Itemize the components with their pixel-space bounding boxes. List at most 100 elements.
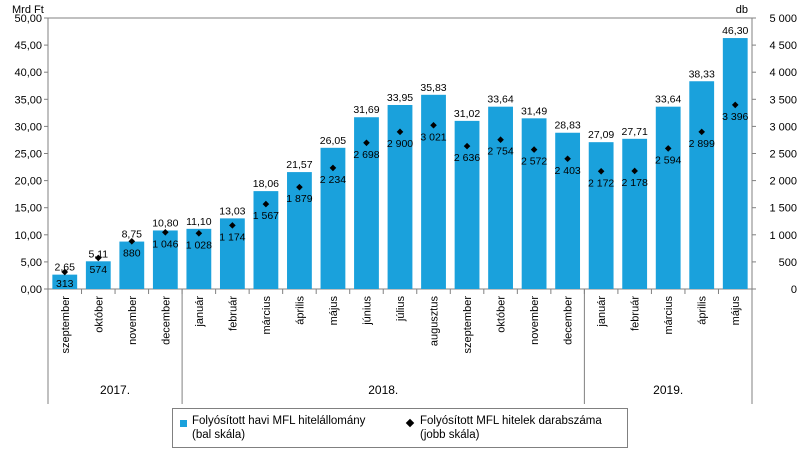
category-label: szeptember <box>60 296 72 354</box>
category-label: július <box>395 296 407 323</box>
count-marker <box>396 128 404 136</box>
bar-value-label: 33,95 <box>387 92 413 104</box>
count-value-label: 2 403 <box>554 165 580 177</box>
bar <box>52 274 78 289</box>
right-tick-label: 4 000 <box>769 67 797 79</box>
bar <box>85 261 111 289</box>
bar-value-label: 33,64 <box>655 94 681 106</box>
bar <box>119 241 145 289</box>
bar-value-label: 35,83 <box>420 82 446 94</box>
category-label: december <box>563 296 575 345</box>
count-marker <box>530 146 538 153</box>
bar-value-label: 31,69 <box>353 104 379 116</box>
count-marker <box>698 128 706 136</box>
year-label: 2018. <box>368 383 398 397</box>
count-marker <box>229 222 236 229</box>
count-marker <box>128 238 136 245</box>
category-label: augusztus <box>429 296 441 347</box>
count-value-label: 2 594 <box>655 154 681 166</box>
right-tick-label: 2 000 <box>769 176 797 188</box>
bar-value-label: 2,65 <box>55 262 76 274</box>
count-value-label: 1 046 <box>152 238 178 250</box>
count-marker <box>430 121 437 129</box>
left-tick-label: 10,00 <box>14 230 42 242</box>
right-tick-label: 1 500 <box>769 203 797 215</box>
category-label: október <box>93 296 105 333</box>
left-tick-label: 15,00 <box>14 203 42 215</box>
count-marker <box>497 136 504 144</box>
bar-value-label: 10,80 <box>152 217 178 229</box>
legend-label-bar-line2: (bal skála) <box>192 429 246 441</box>
count-value-label: 1 028 <box>186 239 212 251</box>
count-value-label: 2 636 <box>454 152 480 164</box>
left-tick-label: 30,00 <box>14 121 42 133</box>
category-label: január <box>194 296 206 328</box>
bar-value-label: 27,09 <box>588 129 614 141</box>
legend: Folyósított havi MFL hitelállomány (bal … <box>172 408 628 448</box>
category-label: május <box>730 296 742 326</box>
bar-value-label: 27,71 <box>622 126 648 138</box>
right-tick-label: 2 500 <box>769 149 797 161</box>
count-marker <box>262 200 270 208</box>
right-tick-label: 3 500 <box>769 94 797 106</box>
count-marker <box>731 101 739 109</box>
count-value-label: 2 900 <box>387 138 413 150</box>
bar <box>655 106 681 289</box>
bar-value-label: 13,03 <box>219 205 245 217</box>
count-value-label: 3 396 <box>722 111 748 123</box>
legend-item-bar: Folyósított havi MFL hitelállomány (bal … <box>192 414 365 442</box>
count-value-label: 2 172 <box>588 177 614 189</box>
left-axis-unit: Mrd Ft <box>12 4 44 16</box>
right-tick-label: 3 000 <box>769 121 797 133</box>
count-marker <box>195 229 203 237</box>
category-label: november <box>529 296 541 345</box>
year-label: 2017. <box>100 383 130 397</box>
left-tick-label: 25,00 <box>14 149 42 161</box>
category-label: május <box>328 296 340 326</box>
category-label: február <box>227 296 239 331</box>
left-tick-label: 0,00 <box>21 284 42 296</box>
count-marker <box>564 155 571 163</box>
count-marker <box>162 229 169 236</box>
left-tick-label: 50,00 <box>14 13 42 25</box>
bar <box>622 138 648 289</box>
bar <box>588 142 614 289</box>
year-label: 2019. <box>653 383 683 397</box>
count-value-label: 3 021 <box>420 131 446 143</box>
legend-label-bar-line1: Folyósított havi MFL hitelállomány <box>192 415 366 427</box>
right-tick-label: 0 <box>791 284 797 296</box>
count-marker <box>94 254 102 262</box>
bar-value-label: 28,83 <box>554 120 580 132</box>
right-tick-label: 4 500 <box>769 40 797 52</box>
bar-value-label: 18,06 <box>253 178 279 190</box>
left-tick-label: 20,00 <box>14 176 42 188</box>
count-value-label: 313 <box>56 278 74 290</box>
count-value-label: 1 567 <box>253 210 279 222</box>
count-value-label: 574 <box>90 264 108 276</box>
bar-value-label: 31,02 <box>454 108 480 120</box>
category-label: november <box>127 296 139 345</box>
bar <box>521 118 547 289</box>
count-marker <box>363 139 370 147</box>
count-value-label: 2 698 <box>353 149 379 161</box>
bar <box>387 104 413 289</box>
bar-value-label: 11,10 <box>186 216 212 228</box>
legend-label-count-line1: Folyósított MFL hitelek darabszáma <box>420 415 602 427</box>
count-marker <box>597 167 605 175</box>
count-value-label: 1 879 <box>286 193 312 205</box>
right-tick-label: 5 000 <box>769 13 797 25</box>
category-label: szeptember <box>462 296 474 354</box>
category-label: október <box>496 296 508 333</box>
right-tick-label: 1 000 <box>769 230 797 242</box>
bar <box>186 228 212 289</box>
right-axis-unit: db <box>736 4 748 16</box>
legend-swatch-bar <box>180 420 187 427</box>
count-value-label: 2 178 <box>622 177 648 189</box>
count-marker <box>463 142 471 150</box>
count-value-label: 2 754 <box>487 146 513 158</box>
left-tick-label: 40,00 <box>14 67 42 79</box>
bar-value-label: 26,05 <box>320 135 346 147</box>
legend-diamond-marker <box>405 418 415 428</box>
